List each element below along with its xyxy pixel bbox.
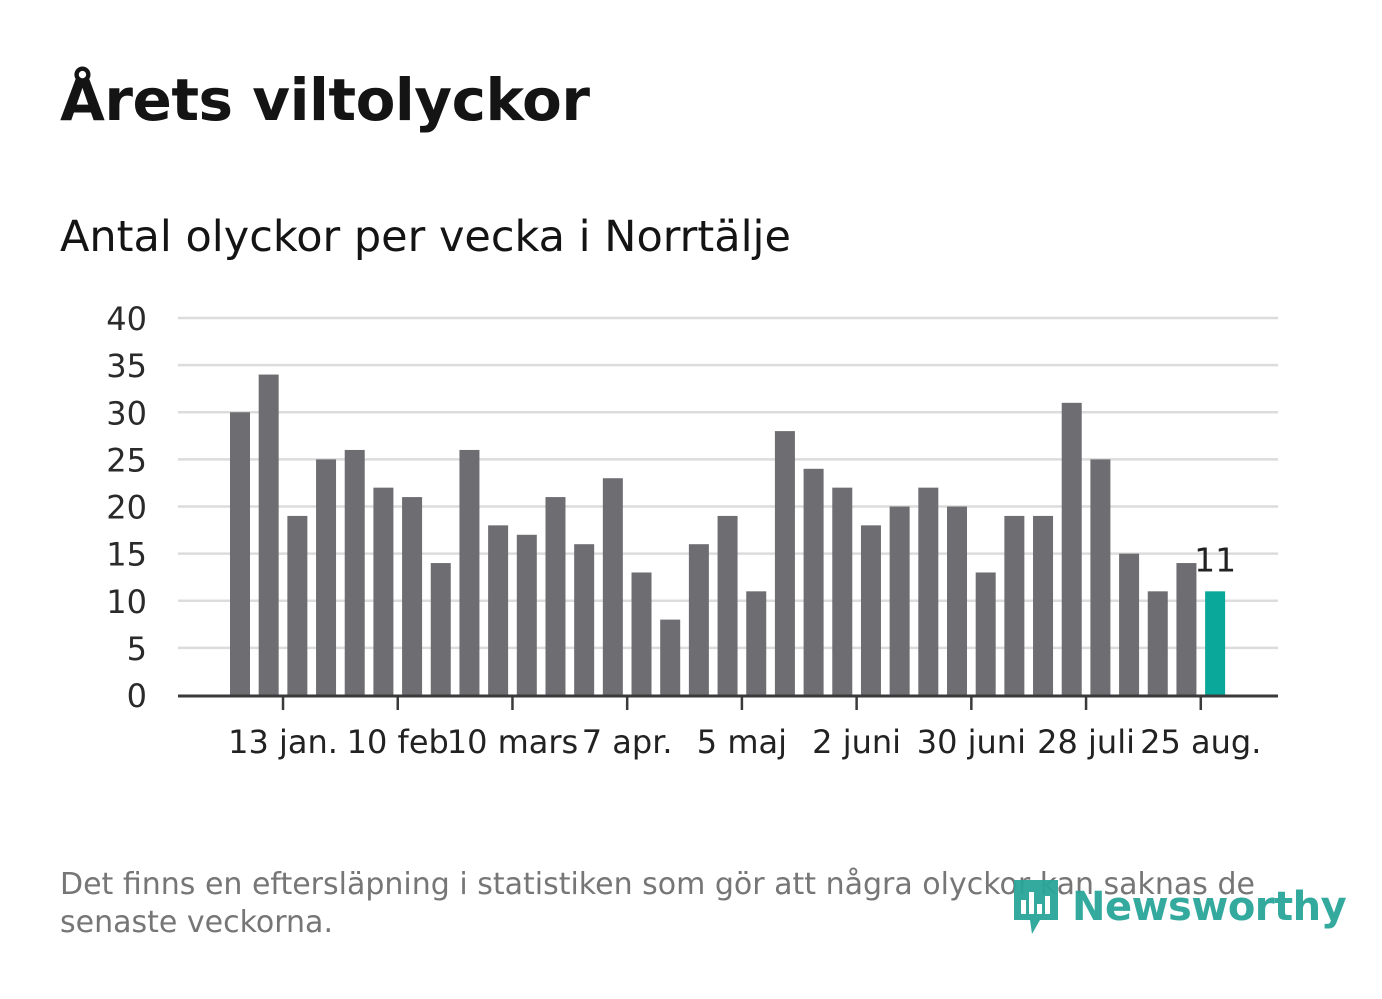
bar: [373, 487, 394, 695]
bar: [1147, 591, 1168, 695]
bar: [1061, 402, 1082, 695]
y-tick-label: 15: [106, 536, 147, 574]
bar: [918, 487, 939, 695]
y-tick-label: 35: [106, 347, 147, 385]
bar: [430, 563, 451, 695]
bar: [402, 497, 423, 695]
bar: [975, 572, 996, 695]
bar-chart-badge-icon: [1014, 880, 1058, 934]
bar: [1176, 563, 1197, 695]
bar: [1119, 553, 1140, 695]
bar: [344, 449, 365, 695]
bar-highlight: [1205, 591, 1226, 695]
bar: [803, 468, 824, 695]
x-tick-label: 10 mars: [447, 723, 579, 761]
bar: [660, 619, 681, 695]
x-tick-label: 13 jan.: [228, 723, 338, 761]
y-tick-label: 5: [127, 630, 147, 668]
bar: [774, 431, 795, 695]
bar: [717, 515, 738, 695]
bar: [602, 478, 623, 695]
x-tick-label: 10 feb: [347, 723, 449, 761]
bar: [947, 506, 967, 695]
x-tick-label: 30 juni: [917, 723, 1026, 761]
bar: [746, 591, 767, 695]
x-tick-label: 7 apr.: [582, 723, 673, 761]
chart-title: Årets viltolyckor: [60, 66, 590, 134]
bar: [832, 487, 853, 695]
brand-name: Newsworthy: [1072, 884, 1347, 930]
data-labels: 11: [1194, 540, 1236, 579]
bar: [545, 497, 566, 695]
y-tick-label: 20: [106, 489, 147, 527]
x-tick-label: 28 juli: [1037, 723, 1135, 761]
bar: [688, 544, 709, 695]
bar: [516, 534, 537, 695]
y-tick-label: 25: [106, 441, 147, 479]
x-tick-label: 25 aug.: [1140, 723, 1261, 761]
y-tick-label: 0: [127, 677, 147, 715]
y-tick-label: 30: [106, 394, 147, 432]
bar: [1090, 459, 1111, 695]
x-tick-label: 5 maj: [697, 723, 787, 761]
bar: [889, 506, 910, 695]
bar: [1004, 515, 1025, 695]
bar: [287, 515, 308, 695]
data-label-latest: 11: [1194, 540, 1236, 579]
bar: [574, 544, 595, 695]
chart-subtitle: Antal olyckor per vecka i Norrtälje: [60, 212, 791, 262]
bar: [860, 525, 881, 695]
bar: [459, 449, 480, 695]
bar: [1033, 515, 1054, 695]
bar: [316, 459, 337, 695]
bar: [230, 412, 250, 695]
y-tick-label: 40: [106, 300, 147, 338]
x-tick-label: 2 juni: [812, 723, 901, 761]
y-tick-label: 10: [106, 583, 147, 621]
bars: [230, 374, 1226, 695]
bar: [258, 374, 279, 695]
newsworthy-logo: Newsworthy: [1010, 876, 1347, 938]
bar: [488, 525, 509, 695]
y-axis-ticks: 0 5 10 15 20 25 30 35 40: [106, 300, 147, 715]
bar: [631, 572, 652, 695]
